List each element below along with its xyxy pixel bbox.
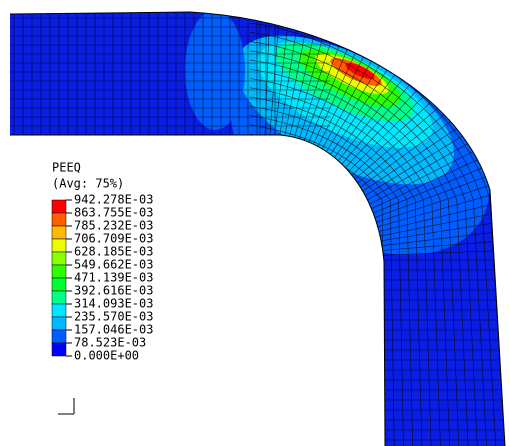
legend-label: 392.616E-03 xyxy=(74,284,153,298)
legend-label: 549.662E-03 xyxy=(74,258,153,272)
legend-label: 628.185E-03 xyxy=(74,245,153,259)
legend-swatch xyxy=(52,343,66,356)
legend-label: 863.755E-03 xyxy=(74,206,153,220)
legend-label: 157.046E-03 xyxy=(74,323,153,337)
legend-swatch xyxy=(52,200,66,213)
legend-swatch xyxy=(52,213,66,226)
legend-title: PEEQ xyxy=(52,161,81,175)
contour-plot: PEEQ (Avg: 75%) 942.278E-03863.755E-0378… xyxy=(0,0,509,446)
legend-swatch xyxy=(52,252,66,265)
legend-swatch xyxy=(52,330,66,343)
legend-label: 706.709E-03 xyxy=(74,232,153,246)
legend-label: 235.570E-03 xyxy=(74,310,153,324)
legend-swatch xyxy=(52,317,66,330)
triad xyxy=(58,398,74,414)
legend-label: 942.278E-03 xyxy=(74,193,153,207)
legend-label: 0.000E+00 xyxy=(74,349,139,363)
legend-label: 78.523E-03 xyxy=(74,336,146,350)
legend-swatch xyxy=(52,304,66,317)
legend-swatch xyxy=(52,239,66,252)
legend-label: 471.139E-03 xyxy=(74,271,153,285)
legend-swatch xyxy=(52,291,66,304)
legend-swatch xyxy=(52,265,66,278)
legend-subtitle: (Avg: 75%) xyxy=(52,177,124,191)
legend-label: 785.232E-03 xyxy=(74,219,153,233)
legend-swatch xyxy=(52,226,66,239)
page: PEEQ (Avg: 75%) 942.278E-03863.755E-0378… xyxy=(0,0,509,446)
legend-label: 314.093E-03 xyxy=(74,297,153,311)
legend-swatch xyxy=(52,278,66,291)
